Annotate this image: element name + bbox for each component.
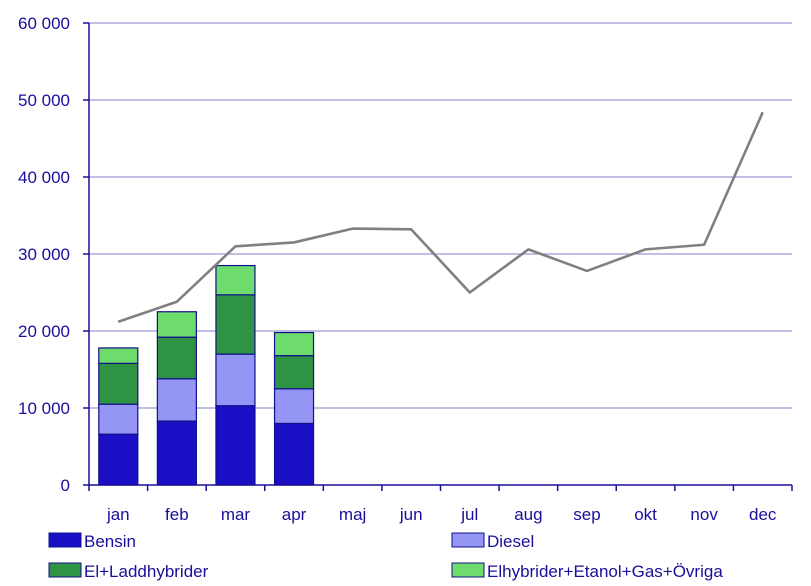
x-tick-label: apr [282, 505, 307, 524]
legend-label: Diesel [487, 532, 534, 551]
bar-el-laddhybrider-jan [98, 362, 139, 405]
y-tick-label: 0 [61, 476, 70, 495]
legend-label: Elhybrider+Etanol+Gas+Övriga [487, 562, 723, 581]
bar-bensin-jan [98, 433, 139, 486]
x-tick-label: maj [339, 505, 366, 524]
x-tick-label: aug [514, 505, 542, 524]
bar-el-laddhybrider-mar [215, 294, 256, 355]
bar-elhybrider-etanol-gas-vriga-jan [98, 347, 139, 364]
legend-label: El+Laddhybrider [84, 562, 209, 581]
x-tick-label: dec [749, 505, 777, 524]
x-tick-label: sep [573, 505, 600, 524]
x-tick-label: jan [106, 505, 130, 524]
bar-diesel-apr [273, 388, 315, 425]
y-tick-label: 40 000 [18, 168, 70, 187]
bar-diesel-jan [98, 403, 139, 435]
legend-swatch-diesel [451, 532, 485, 548]
y-tick-label: 60 000 [18, 14, 70, 33]
legend-swatch-el-laddhybrider [48, 562, 82, 578]
bar-diesel-mar [215, 353, 256, 407]
x-tick-label: jun [399, 505, 423, 524]
total-line-path [117, 111, 764, 323]
bar-elhybrider-etanol-gas-vriga-feb [156, 311, 197, 338]
legend: Bensin Diesel El+Laddhybrider Elhybrider+Et… [48, 532, 723, 581]
total-line [117, 111, 764, 323]
y-tick-labels: 0 10 000 20 000 30 000 40 000 50 000 60 000 [18, 14, 70, 495]
axes [83, 22, 793, 491]
bar-el-laddhybrider-apr [273, 355, 315, 390]
y-tick-label: 50 000 [18, 91, 70, 110]
bar-elhybrider-etanol-gas-vriga-apr [273, 331, 315, 357]
x-tick-label: feb [165, 505, 189, 524]
y-tick-label: 20 000 [18, 322, 70, 341]
bar-bensin-mar [215, 405, 256, 486]
bar-elhybrider-etanol-gas-vriga-mar [215, 264, 256, 296]
x-tick-label: jul [460, 505, 478, 524]
bar-el-laddhybrider-feb [156, 336, 197, 380]
legend-swatch-bensin [48, 532, 82, 548]
y-tick-label: 10 000 [18, 399, 70, 418]
gridlines [89, 22, 792, 409]
x-tick-label: okt [634, 505, 657, 524]
legend-swatch-elhybrider-etanol-gas-vriga [451, 562, 485, 578]
legend-label: Bensin [84, 532, 136, 551]
bar-diesel-feb [156, 378, 197, 422]
bars [98, 264, 315, 486]
x-tick-labels: jan feb mar apr maj jun jul aug sep okt nov dec [106, 505, 777, 524]
x-tick-label: mar [221, 505, 251, 524]
x-tick-label: nov [690, 505, 718, 524]
bar-bensin-apr [273, 422, 315, 486]
bar-bensin-feb [156, 420, 197, 486]
y-tick-label: 30 000 [18, 245, 70, 264]
